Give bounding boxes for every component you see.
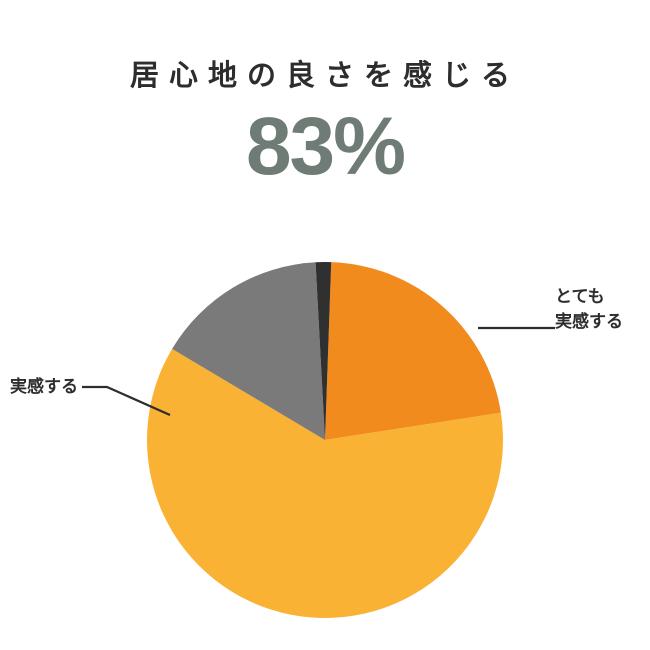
legend-label-feel: 実感する xyxy=(10,375,78,400)
legend-label-strongly-feel: とても 実感する xyxy=(555,285,623,334)
pie-slice-とても実感する xyxy=(325,262,501,440)
pie-chart xyxy=(0,0,650,650)
